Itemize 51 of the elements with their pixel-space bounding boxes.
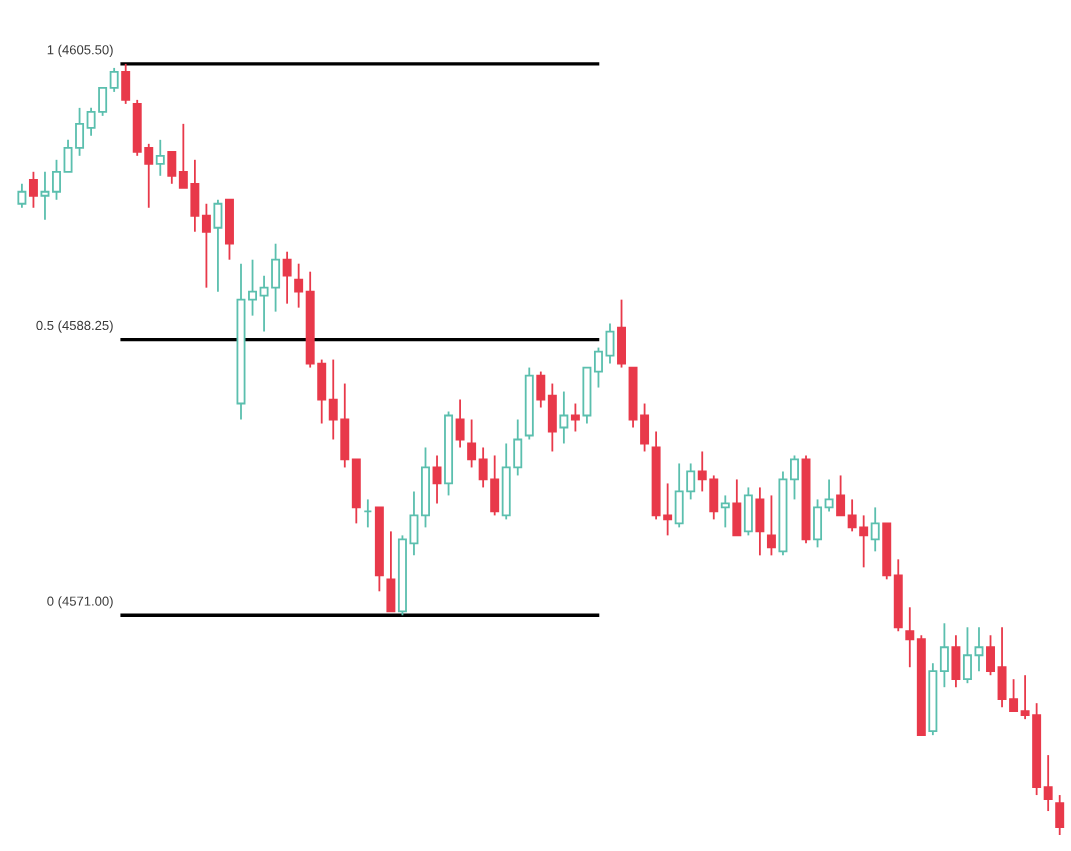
candlestick bbox=[570, 402, 580, 433]
candlestick bbox=[155, 138, 165, 177]
candlestick bbox=[144, 142, 154, 209]
candlestick bbox=[766, 494, 776, 557]
candlestick bbox=[294, 262, 304, 309]
candlestick bbox=[178, 122, 188, 189]
candlestick bbox=[63, 138, 73, 173]
ref-line-label: 0 (4571.00) bbox=[47, 596, 113, 609]
candlestick bbox=[167, 150, 177, 185]
candlestick bbox=[213, 198, 223, 293]
candlestick bbox=[248, 258, 258, 317]
candlestick bbox=[455, 398, 465, 449]
candlestick bbox=[282, 250, 292, 305]
candlestick bbox=[974, 626, 984, 673]
candlestick bbox=[962, 626, 972, 685]
candlestick bbox=[593, 346, 603, 389]
candlestick bbox=[905, 606, 915, 669]
candlestick bbox=[847, 498, 857, 533]
ref-line-label: 0.5 (4588.25) bbox=[36, 320, 113, 333]
candlestick bbox=[790, 454, 799, 501]
candlestick bbox=[559, 390, 569, 445]
candlestick bbox=[328, 358, 338, 441]
candlestick bbox=[40, 170, 50, 221]
candlestick bbox=[109, 67, 119, 93]
candlestick bbox=[1020, 674, 1030, 721]
candlestick bbox=[75, 106, 85, 157]
candlestick bbox=[939, 622, 949, 689]
candlestick bbox=[697, 450, 707, 493]
candlestick bbox=[986, 634, 995, 677]
ref-line-label: 1 (4605.50) bbox=[47, 44, 113, 57]
candlestick bbox=[870, 506, 880, 553]
candlestick bbox=[28, 170, 38, 209]
candlestick bbox=[859, 514, 869, 569]
candlestick bbox=[259, 274, 269, 333]
candlestick bbox=[1043, 754, 1053, 812]
candlestick bbox=[98, 86, 108, 117]
candlestick bbox=[663, 482, 673, 537]
candlestick bbox=[201, 202, 211, 289]
candlestick bbox=[686, 462, 696, 501]
candlestick bbox=[836, 474, 846, 517]
candlestick bbox=[720, 494, 730, 529]
candlestick bbox=[1055, 794, 1065, 836]
candlestick bbox=[52, 158, 61, 201]
candlestick bbox=[432, 454, 442, 505]
candlestick bbox=[824, 478, 834, 513]
candlestick bbox=[536, 370, 546, 409]
candlestick bbox=[467, 418, 477, 469]
candlestick bbox=[86, 106, 96, 137]
candlestick bbox=[1009, 678, 1019, 713]
candlestick bbox=[478, 446, 488, 489]
candlestick bbox=[17, 182, 27, 209]
